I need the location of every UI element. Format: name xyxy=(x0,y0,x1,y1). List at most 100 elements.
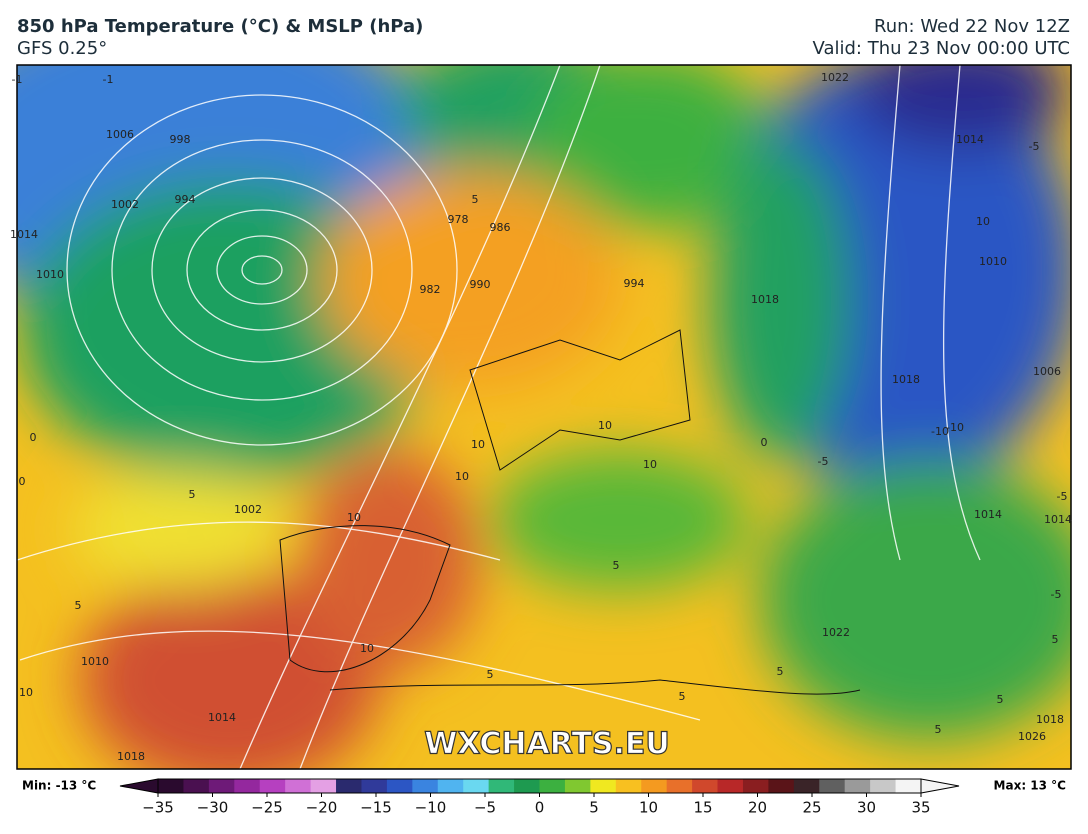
colorbar-segment xyxy=(488,779,515,793)
colorbar-segment xyxy=(564,779,591,793)
contour-label: -5 xyxy=(818,455,829,468)
contour-label: 978 xyxy=(448,213,469,226)
colorbar-segment xyxy=(895,779,922,793)
contour-label: 0 xyxy=(761,436,768,449)
colorbar-segment xyxy=(793,779,820,793)
colorbar-tick-label: −10 xyxy=(415,799,447,817)
contour-label: 1010 xyxy=(81,655,109,668)
colorbar-tick-label: −25 xyxy=(251,799,283,817)
valid: Valid: Thu 23 Nov 00:00 UTC xyxy=(813,38,1070,59)
colorbar-segment xyxy=(386,779,413,793)
contour-label: 994 xyxy=(175,193,196,206)
contour-label: 986 xyxy=(490,221,511,234)
colorbar-tick-label: 30 xyxy=(857,799,876,817)
contour-label: 1014 xyxy=(974,508,1002,521)
colorbar-segment xyxy=(310,779,337,793)
colorbar-tick-label: −5 xyxy=(474,799,496,817)
run: Run: Wed 22 Nov 12Z xyxy=(874,16,1070,37)
colorbar-segment xyxy=(412,779,439,793)
contour-label: 10 xyxy=(455,470,469,483)
colorbar-segment xyxy=(615,779,642,793)
contour-label: 10 xyxy=(598,419,612,432)
contour-label: 1022 xyxy=(821,71,849,84)
contour-label: 0 xyxy=(30,431,37,444)
contour-label: 998 xyxy=(170,133,191,146)
contour-label: 1018 xyxy=(892,373,920,386)
colorbar-segment xyxy=(590,779,617,793)
contour-label: 1006 xyxy=(1033,365,1061,378)
map-frame xyxy=(16,64,1072,770)
contour-label: 1018 xyxy=(751,293,779,306)
colorbar-high-arrow xyxy=(920,778,960,794)
colorbar-tick-label: −35 xyxy=(142,799,174,817)
colorbar-segment xyxy=(514,779,540,793)
contour-label: 990 xyxy=(470,278,491,291)
contour-label: -5 xyxy=(1051,588,1062,601)
contour-label: 1010 xyxy=(979,255,1007,268)
colorbar-tick-label: −15 xyxy=(360,799,392,817)
contour-label: 10 xyxy=(360,642,374,655)
colorbar-tick-label: 20 xyxy=(748,799,767,817)
colorbar-segment xyxy=(463,779,490,793)
contour-label: 1010 xyxy=(36,268,64,281)
colorbar-low-arrow xyxy=(119,778,159,794)
colorbar-segment xyxy=(234,779,261,793)
contour-label: 1018 xyxy=(1036,713,1064,726)
contour-label: -10 xyxy=(946,421,964,434)
max-label: Max: 13 °C xyxy=(994,779,1067,793)
map xyxy=(17,65,1071,769)
contour-label: -1 xyxy=(12,73,23,86)
contour-label: 0 xyxy=(19,475,26,488)
colorbar-tick-label: 10 xyxy=(639,799,658,817)
contour-label: 1002 xyxy=(111,198,139,211)
colorbar-segment xyxy=(361,779,388,793)
contour-label: 5 xyxy=(997,693,1004,706)
contour-label: 5 xyxy=(935,723,942,736)
colorbar-tick-label: −20 xyxy=(306,799,338,817)
colorbar-segment xyxy=(870,779,897,793)
colorbar-tick-label: 5 xyxy=(589,799,599,817)
contour-label: 5 xyxy=(1052,633,1059,646)
colorbar-tick-label: 15 xyxy=(693,799,712,817)
colorbar-segment xyxy=(768,779,795,793)
contour-label: 5 xyxy=(679,690,686,703)
colorbar-tick-label: −30 xyxy=(197,799,229,817)
colorbar-segment xyxy=(666,779,693,793)
contour-label: 1022 xyxy=(822,626,850,639)
contour-label: 1026 xyxy=(1018,730,1046,743)
contour-label: 1014 xyxy=(208,711,236,724)
contour-label: 1014 xyxy=(10,228,38,241)
contour-label: 10 xyxy=(471,438,485,451)
colorbar-segment xyxy=(742,779,769,793)
contour-label: 5 xyxy=(777,665,784,678)
title: 850 hPa Temperature (°C) & MSLP (hPa) xyxy=(17,16,423,37)
colorbar-segment xyxy=(692,779,719,793)
contour-label: 10 xyxy=(347,511,361,524)
subtitle: GFS 0.25° xyxy=(17,38,107,59)
contour-label: 1002 xyxy=(234,503,262,516)
contour-label: 5 xyxy=(487,668,494,681)
colorbar-segment xyxy=(259,779,286,793)
colorbar-segment xyxy=(641,779,668,793)
colorbar-segment xyxy=(437,779,464,793)
colorbar-segment xyxy=(717,779,744,793)
colorbar-segment xyxy=(208,779,235,793)
colorbar-tick-label: 25 xyxy=(802,799,821,817)
colorbar-segment xyxy=(844,779,871,793)
contour-label: 5 xyxy=(189,488,196,501)
colorbar-segment xyxy=(158,779,184,793)
min-label: Min: -13 °C xyxy=(22,779,96,793)
colorbar-tick-label: 0 xyxy=(535,799,545,817)
colorbar-segment xyxy=(183,779,210,793)
watermark: WXCHARTS.EU xyxy=(424,727,670,762)
contour-label: 1014 xyxy=(1044,513,1072,526)
contour-label: 1006 xyxy=(106,128,134,141)
colorbar-segment xyxy=(285,779,312,793)
contour-label: 5 xyxy=(75,599,82,612)
contour-label: 982 xyxy=(420,283,441,296)
colorbar-segment xyxy=(539,779,566,793)
contour-label: 994 xyxy=(624,277,645,290)
colorbar-segment xyxy=(819,779,846,793)
contour-label: -5 xyxy=(1029,140,1040,153)
